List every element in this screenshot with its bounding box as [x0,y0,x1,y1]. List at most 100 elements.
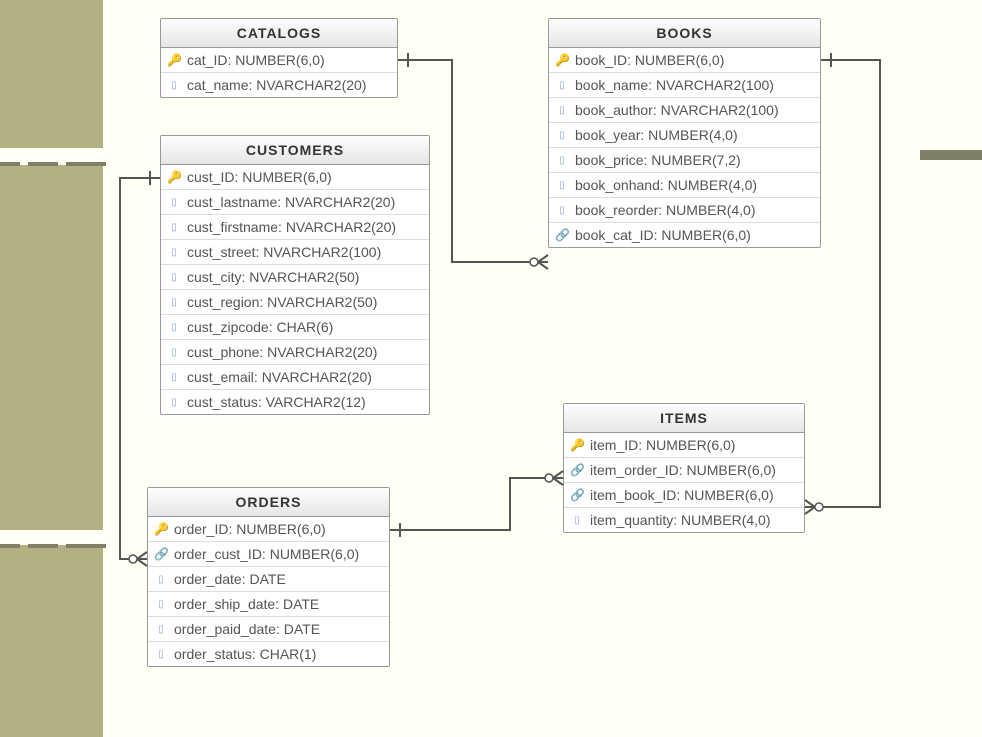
crow-foot [538,262,548,269]
entity-title: ITEMS [564,404,804,433]
crow-circle [530,258,538,266]
fk-icon: 🔗 [154,547,168,561]
entity-customers: CUSTOMERS 🔑 cust_ID: NUMBER(6,0) ▯ cust_last… [160,135,430,415]
column-label: cat_ID: NUMBER(6,0) [187,52,325,68]
relation-orders-items [390,478,563,530]
entity-catalogs: CATALOGS🔑cat_ID: NUMBER(6,0) ▯ cat_name: N… [160,18,398,98]
column-row: ▯ book_name: NVARCHAR2(100) [549,73,820,98]
column-row: ▯order_ship_date: DATE [148,592,389,617]
column-icon: ▯ [555,130,569,141]
column-row: 🔑 cust_ID: NUMBER(6,0) [161,165,429,190]
fk-icon: 🔗 [555,228,569,242]
column-label: book_onhand: NUMBER(4,0) [575,177,757,193]
column-label: cust_region: NVARCHAR2(50) [187,294,377,310]
column-label: cust_lastname: NVARCHAR2(20) [187,194,395,210]
entity-books: BOOKS 🔑 book_ID: NUMBER(6,0) ▯ book_name: NV… [548,18,821,248]
pk-icon: 🔑 [555,53,569,67]
entity-title: BOOKS [549,19,820,48]
column-row: ▯order_date: DATE [148,567,389,592]
column-row: ▯cust_status: VARCHAR2(12) [161,390,429,414]
column-row: ▯order_status: CHAR(1) [148,642,389,666]
column-row: ▯ cust_phone: NVARCHAR2(20) [161,340,429,365]
column-row: ▯book_year: NUMBER(4,0) [549,123,820,148]
right-stub [920,150,982,160]
column-icon: ▯ [167,80,181,91]
column-label: book_name: NVARCHAR2(100) [575,77,774,93]
entity-rows: 🔑cat_ID: NUMBER(6,0) ▯ cat_name: NVARCHAR2… [161,48,397,97]
column-label: cust_street: NVARCHAR2(100) [187,244,381,260]
column-icon: ▯ [555,155,569,166]
crow-circle [129,555,137,563]
column-label: book_price: NUMBER(7,2) [575,152,741,168]
left-dash [0,535,114,539]
olive-block [0,165,103,530]
crow-foot [538,255,548,262]
column-icon: ▯ [555,80,569,91]
column-icon: ▯ [167,222,181,233]
column-icon: ▯ [167,322,181,333]
crow-foot [137,552,147,559]
column-row: ▯ book_onhand: NUMBER(4,0) [549,173,820,198]
olive-block [0,0,103,148]
column-label: item_book_ID: NUMBER(6,0) [590,487,774,503]
crow-foot [137,559,147,566]
column-label: order_status: CHAR(1) [174,646,316,662]
column-row: ▯ cust_zipcode: CHAR(6) [161,315,429,340]
entity-rows: 🔑 order_ID: NUMBER(6,0) 🔗 order_cust_ID: NU… [148,517,389,666]
column-label: order_ID: NUMBER(6,0) [174,521,326,537]
column-label: book_ID: NUMBER(6,0) [575,52,724,68]
crow-foot [553,471,563,478]
column-icon: ▯ [167,247,181,258]
left-dash [0,153,114,157]
column-label: cust_city: NVARCHAR2(50) [187,269,359,285]
column-row: 🔑cat_ID: NUMBER(6,0) [161,48,397,73]
column-icon: ▯ [167,397,181,408]
column-row: ▯book_reorder: NUMBER(4,0) [549,198,820,223]
column-icon: ▯ [555,105,569,116]
column-row: ▯ cat_name: NVARCHAR2(20) [161,73,397,97]
column-label: cust_firstname: NVARCHAR2(20) [187,219,396,235]
column-row: ▯ cust_lastname: NVARCHAR2(20) [161,190,429,215]
column-label: order_cust_ID: NUMBER(6,0) [174,546,359,562]
column-label: cust_zipcode: CHAR(6) [187,319,333,335]
pk-icon: 🔑 [167,170,181,184]
entity-orders: ORDERS🔑order_ID: NUMBER(6,0)🔗order_cust_… [147,487,390,667]
column-label: cust_email: NVARCHAR2(20) [187,369,372,385]
column-label: item_ID: NUMBER(6,0) [590,437,735,453]
entity-rows: 🔑 book_ID: NUMBER(6,0) ▯ book_name: NVARCHA… [549,48,820,247]
column-row: ▯ cust_firstname: NVARCHAR2(20) [161,215,429,240]
column-label: item_quantity: NUMBER(4,0) [590,512,771,528]
column-row: 🔗book_cat_ID: NUMBER(6,0) [549,223,820,247]
pk-icon: 🔑 [154,522,168,536]
column-icon: ▯ [167,297,181,308]
column-icon: ▯ [167,347,181,358]
crow-circle [545,474,553,482]
column-row: 🔗item_order_ID: NUMBER(6,0) [564,458,804,483]
entity-title: CUSTOMERS [161,136,429,165]
crow-foot [805,500,815,507]
pk-icon: 🔑 [570,438,584,452]
fk-icon: 🔗 [570,488,584,502]
column-icon: ▯ [167,197,181,208]
column-label: cust_phone: NVARCHAR2(20) [187,344,377,360]
entity-title: CATALOGS [161,19,397,48]
crow-foot [805,507,815,514]
column-label: cust_ID: NUMBER(6,0) [187,169,332,185]
column-label: order_ship_date: DATE [174,596,319,612]
column-label: item_order_ID: NUMBER(6,0) [590,462,776,478]
erd-stage: CATALOGS🔑cat_ID: NUMBER(6,0)▯cat_name: N… [0,0,982,737]
column-row: ▯cust_city: NVARCHAR2(50) [161,265,429,290]
entity-items: ITEMS🔑item_ID: NUMBER(6,0)🔗item_order_ID… [563,403,805,533]
olive-block [0,545,103,737]
column-icon: ▯ [167,372,181,383]
column-row: ▯ cust_email: NVARCHAR2(20) [161,365,429,390]
column-label: order_paid_date: DATE [174,621,320,637]
column-row: ▯order_paid_date: DATE [148,617,389,642]
column-label: cat_name: NVARCHAR2(20) [187,77,366,93]
column-icon: ▯ [570,515,584,526]
crow-circle [815,503,823,511]
column-label: order_date: DATE [174,571,286,587]
column-icon: ▯ [555,180,569,191]
column-row: 🔑 book_ID: NUMBER(6,0) [549,48,820,73]
crow-foot [553,478,563,485]
